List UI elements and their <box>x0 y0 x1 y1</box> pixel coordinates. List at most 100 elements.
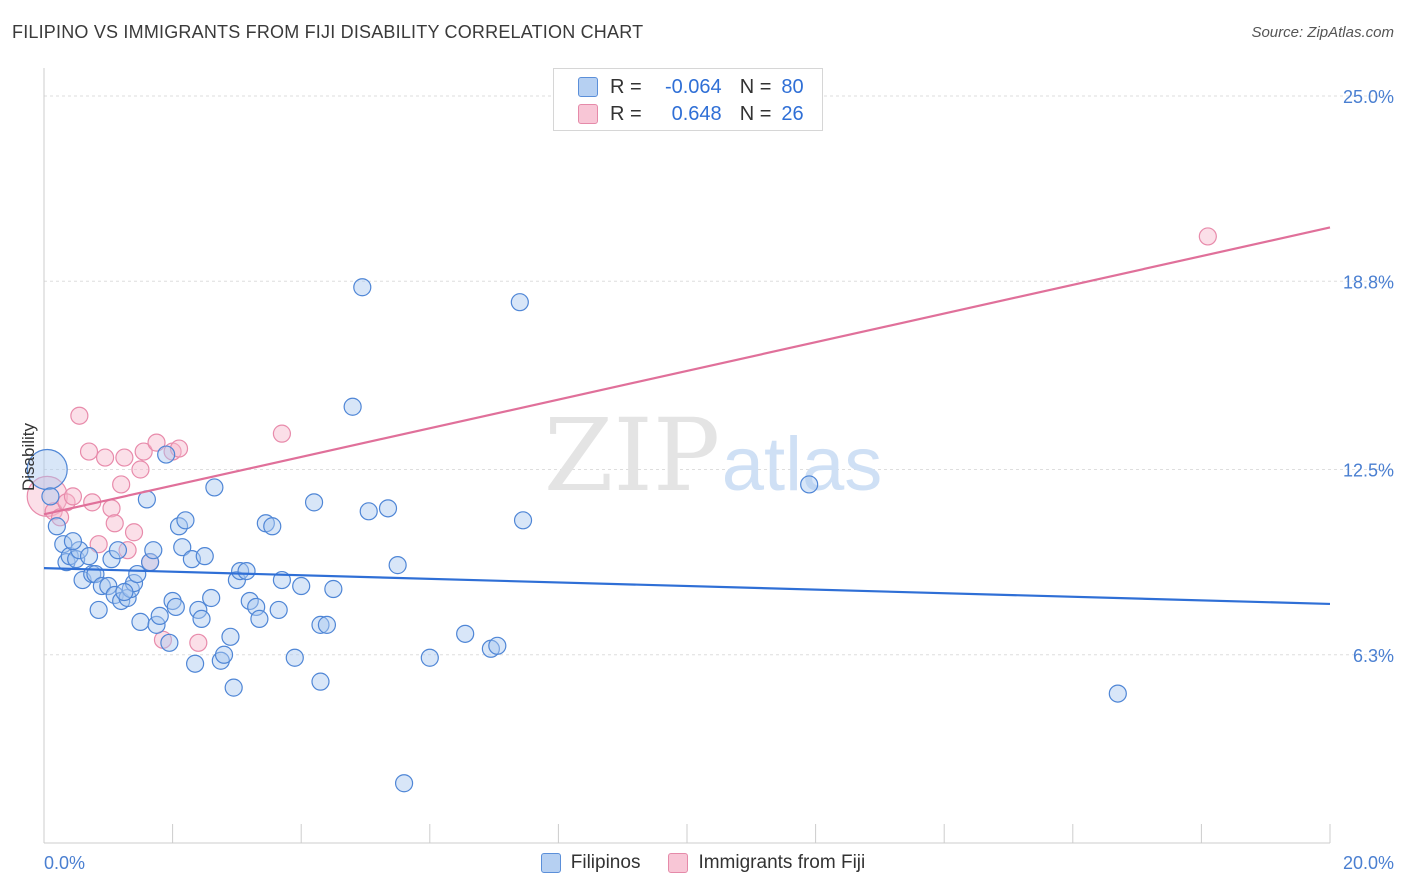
filipino-point <box>311 672 330 691</box>
filipino-point <box>343 397 362 416</box>
filipino-trend-line <box>43 567 1331 606</box>
legend-swatch-pink <box>578 104 598 124</box>
filipino-point <box>115 582 134 602</box>
legend-n-value: 80 <box>781 75 804 98</box>
y-axis-label: Disability <box>19 422 38 491</box>
series-legend: Filipinos Immigrants from Fiji <box>0 852 1406 874</box>
watermark-zip: ZIP <box>544 397 720 514</box>
filipino-point <box>359 502 378 521</box>
filipino-point <box>173 538 192 557</box>
filipino-point <box>269 600 288 620</box>
fiji-point <box>118 541 137 560</box>
x-tick-label-min: 0.0% <box>44 853 85 873</box>
filipino-point <box>47 517 66 536</box>
fiji-points <box>26 227 1217 652</box>
filipino-point <box>237 561 256 581</box>
filipino-point <box>378 499 398 518</box>
fiji-point <box>147 433 166 452</box>
filipino-point <box>79 547 99 566</box>
filipino-point <box>317 615 337 634</box>
filipino-point <box>63 532 83 551</box>
correlation-legend: R = -0.064 N = 80 R = 0.648 N = 26 <box>553 68 823 131</box>
watermark: ZIP atlas <box>544 397 882 514</box>
legend-row-fiji: R = 0.648 N = 26 <box>578 101 804 127</box>
filipino-point <box>247 597 266 617</box>
fiji-trend-line <box>43 226 1331 516</box>
source-note: Source: ZipAtlas.com <box>1251 24 1394 41</box>
filipino-point <box>144 541 163 560</box>
filipino-point <box>388 556 407 575</box>
filipino-point <box>150 606 169 626</box>
filipino-point <box>214 645 234 664</box>
filipino-point <box>202 588 221 608</box>
filipino-point <box>108 541 128 560</box>
chart-title: FILIPINO VS IMMIGRANTS FROM FIJI DISABIL… <box>12 22 644 42</box>
fiji-point <box>102 499 121 518</box>
filipino-points <box>26 278 1127 793</box>
y-tick-label: 6.3% <box>1353 646 1394 666</box>
filipino-point <box>221 627 240 646</box>
filipino-point <box>70 541 89 560</box>
filipino-point <box>353 278 372 297</box>
y-tick-label: 25.0% <box>1343 87 1394 107</box>
filipino-point <box>394 774 414 793</box>
filipino-point <box>102 550 121 569</box>
filipino-point <box>324 579 343 599</box>
fiji-point <box>131 460 150 479</box>
fiji-point <box>124 523 144 542</box>
legend-n-value: 26 <box>781 102 804 125</box>
filipino-point <box>488 636 507 655</box>
filipino-point <box>99 576 118 596</box>
filipino-point <box>186 654 205 673</box>
y-tick-label: 18.8% <box>1343 272 1394 292</box>
fiji-point <box>89 535 108 554</box>
fiji-point <box>134 442 153 461</box>
filipino-point <box>513 511 533 530</box>
x-ticks <box>43 824 1331 843</box>
filipino-point <box>157 445 176 464</box>
filipino-point <box>128 564 147 584</box>
series-legend-label: Filipinos <box>570 852 641 873</box>
gridlines <box>44 95 1394 656</box>
filipino-point <box>89 600 108 620</box>
legend-n-label: N = <box>739 75 772 98</box>
filipino-point <box>205 478 224 497</box>
fiji-point <box>63 487 83 506</box>
filipino-point <box>160 633 179 652</box>
series-legend-filipinos: Filipinos <box>540 852 641 874</box>
filipino-point <box>26 448 68 491</box>
filipino-point <box>292 576 311 596</box>
filipino-point <box>1108 684 1127 703</box>
filipino-point <box>192 609 211 629</box>
filipino-point <box>131 612 150 631</box>
filipino-point <box>420 648 439 667</box>
trend-lines <box>43 226 1331 606</box>
fiji-point <box>79 442 99 461</box>
filipino-point <box>311 615 330 634</box>
filipino-point <box>304 493 324 512</box>
y-tick-labels: 6.3% 12.5% 18.8% 25.0% <box>1343 87 1394 666</box>
series-legend-label: Immigrants from Fiji <box>698 852 866 873</box>
series-swatch-blue <box>540 853 561 873</box>
watermark-atlas: atlas <box>722 422 883 507</box>
filipino-point <box>510 293 529 312</box>
y-tick-label: 12.5% <box>1343 461 1394 481</box>
series-legend-fiji: Immigrants from Fiji <box>668 852 865 874</box>
legend-r-label: R = <box>610 102 642 125</box>
filipino-point <box>800 475 819 494</box>
fiji-point <box>105 514 124 533</box>
legend-row-filipinos: R = -0.064 N = 80 <box>578 74 804 100</box>
fiji-point <box>70 406 89 425</box>
filipino-point <box>285 648 304 667</box>
filipino-point <box>250 609 269 629</box>
x-tick-label-max: 20.0% <box>1343 853 1394 873</box>
fiji-point <box>272 424 292 443</box>
filipino-point <box>195 547 214 566</box>
fiji-point <box>189 633 208 652</box>
filipino-point <box>176 511 195 530</box>
series-swatch-pink <box>668 853 689 873</box>
legend-r-value: 0.648 <box>671 102 722 125</box>
filipino-point <box>263 517 282 536</box>
